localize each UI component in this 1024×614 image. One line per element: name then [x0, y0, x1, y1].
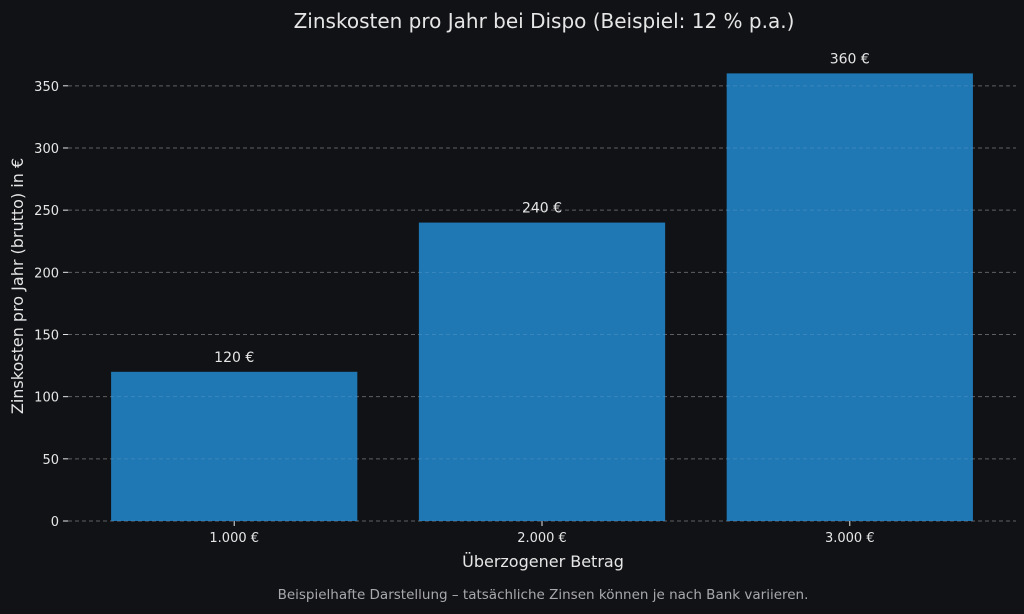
bar [726, 73, 973, 521]
chart-title: Zinskosten pro Jahr bei Dispo (Beispiel:… [294, 9, 795, 33]
x-tick-label: 2.000 € [517, 531, 567, 546]
y-tick-label: 350 [34, 80, 59, 95]
y-tick-label: 150 [34, 328, 59, 343]
bar-value-label: 120 € [214, 350, 254, 366]
y-tick-label: 300 [34, 142, 59, 157]
y-axis-label: Zinskosten pro Jahr (brutto) in € [8, 158, 27, 414]
y-tick-label: 250 [34, 204, 59, 219]
caption: Beispielhafte Darstellung – tatsächliche… [278, 587, 809, 603]
bar [418, 222, 666, 522]
bar [111, 371, 358, 521]
x-tick-label: 3.000 € [825, 531, 875, 546]
bar-value-label: 360 € [830, 51, 870, 67]
x-tick-label: 1.000 € [209, 531, 259, 546]
y-tick-label: 0 [51, 515, 59, 530]
x-axis-label: Überzogener Betrag [462, 552, 624, 571]
y-tick-label: 50 [42, 453, 59, 468]
bar-value-label: 240 € [522, 201, 562, 217]
y-tick-label: 100 [34, 391, 59, 406]
y-tick-label: 200 [34, 266, 59, 281]
